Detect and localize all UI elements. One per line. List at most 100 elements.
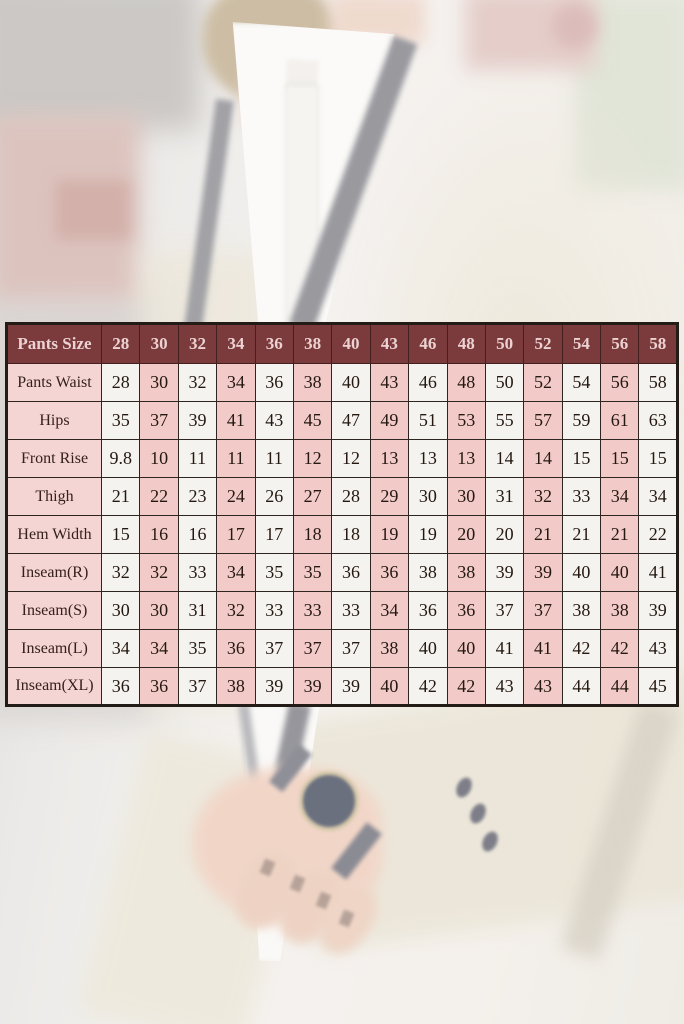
value-cell: 32 <box>139 553 179 592</box>
value-cell: 29 <box>369 477 410 516</box>
value-cell: 36 <box>216 629 256 668</box>
value-cell: 34 <box>638 477 678 516</box>
value-cell: 38 <box>369 629 410 668</box>
value-cell: 16 <box>139 515 179 554</box>
value-cell: 39 <box>292 667 333 706</box>
row-label-cell: Inseam(XL) <box>6 667 102 706</box>
value-cell: 32 <box>216 591 256 630</box>
header-size-cell: 48 <box>446 323 486 364</box>
header-size-cell: 34 <box>216 323 256 364</box>
value-cell: 51 <box>408 401 448 440</box>
value-cell: 27 <box>292 477 333 516</box>
value-cell: 18 <box>331 515 371 554</box>
value-cell: 40 <box>331 363 371 402</box>
row-label-cell: Front Rise <box>6 439 102 478</box>
value-cell: 39 <box>331 667 371 706</box>
value-cell: 40 <box>446 629 486 668</box>
row-label-cell: Inseam(L) <box>6 629 102 668</box>
pants-size-chart-table: Pants Size 28 30 32 34 36 38 40 43 46 48 50 52 54 56 58… <box>5 322 679 707</box>
value-cell: 14 <box>484 439 525 478</box>
value-cell: 30 <box>100 591 141 630</box>
value-cell: 40 <box>600 553 640 592</box>
value-cell: 38 <box>216 667 256 706</box>
background-red-sign <box>55 180 130 240</box>
value-cell: 33 <box>292 591 333 630</box>
value-cell: 20 <box>446 515 486 554</box>
value-cell: 37 <box>331 629 371 668</box>
value-cell: 12 <box>292 439 333 478</box>
table-row: Hips 35 37 39 41 43 45 47 49 51 53 55 57 59 61 63 <box>6 401 678 440</box>
value-cell: 35 <box>254 553 294 592</box>
value-cell: 44 <box>600 667 640 706</box>
value-cell: 33 <box>177 553 218 592</box>
value-cell: 42 <box>561 629 602 668</box>
value-cell: 36 <box>408 591 448 630</box>
value-cell: 36 <box>254 363 294 402</box>
value-cell: 11 <box>254 439 294 478</box>
header-size-cell: 30 <box>139 323 179 364</box>
value-cell: 12 <box>331 439 371 478</box>
row-label-cell: Thigh <box>6 477 102 516</box>
table-row: Hem Width 15 16 16 17 17 18 18 19 19 20 20 21 21 21 22 <box>6 515 678 554</box>
value-cell: 38 <box>408 553 448 592</box>
value-cell: 17 <box>254 515 294 554</box>
value-cell: 36 <box>331 553 371 592</box>
value-cell: 35 <box>100 401 141 440</box>
value-cell: 49 <box>369 401 410 440</box>
value-cell: 19 <box>408 515 448 554</box>
value-cell: 38 <box>600 591 640 630</box>
row-label-cell: Inseam(S) <box>6 591 102 630</box>
value-cell: 42 <box>600 629 640 668</box>
value-cell: 52 <box>523 363 563 402</box>
table-row: Inseam(S) 30 30 31 32 33 33 33 34 36 36 37 37 38 38 39 <box>6 591 678 630</box>
table-row: Pants Waist 28 30 32 34 36 38 40 43 46 48 50 52 54 56 5… <box>6 363 678 402</box>
value-cell: 43 <box>523 667 563 706</box>
value-cell: 39 <box>177 401 218 440</box>
value-cell: 33 <box>561 477 602 516</box>
header-size-cell: 28 <box>100 323 141 364</box>
value-cell: 20 <box>484 515 525 554</box>
header-size-cell: 36 <box>254 323 294 364</box>
value-cell: 33 <box>331 591 371 630</box>
value-cell: 32 <box>523 477 563 516</box>
value-cell: 31 <box>177 591 218 630</box>
value-cell: 63 <box>638 401 678 440</box>
value-cell: 37 <box>177 667 218 706</box>
row-label-cell: Hips <box>6 401 102 440</box>
header-size-cell: 54 <box>561 323 602 364</box>
row-label-cell: Inseam(R) <box>6 553 102 592</box>
value-cell: 44 <box>561 667 602 706</box>
table-row: Inseam(L) 34 34 35 36 37 37 37 38 40 40 41 41 42 42 43 <box>6 629 678 668</box>
value-cell: 39 <box>638 591 678 630</box>
table-row: Front Rise 9.8 10 11 11 11 12 12 13 13 13 14 14 15 15 1… <box>6 439 678 478</box>
value-cell: 23 <box>177 477 218 516</box>
header-size-cell: 43 <box>369 323 410 364</box>
value-cell: 35 <box>292 553 333 592</box>
value-cell: 32 <box>177 363 218 402</box>
header-size-cell: 32 <box>177 323 218 364</box>
value-cell: 35 <box>177 629 218 668</box>
value-cell: 41 <box>216 401 256 440</box>
value-cell: 42 <box>446 667 486 706</box>
value-cell: 21 <box>561 515 602 554</box>
value-cell: 58 <box>638 363 678 402</box>
value-cell: 38 <box>561 591 602 630</box>
value-cell: 55 <box>484 401 525 440</box>
value-cell: 15 <box>100 515 141 554</box>
value-cell: 36 <box>139 667 179 706</box>
value-cell: 22 <box>139 477 179 516</box>
row-label-cell: Hem Width <box>6 515 102 554</box>
value-cell: 13 <box>446 439 486 478</box>
header-title-cell: Pants Size <box>6 323 102 364</box>
value-cell: 47 <box>331 401 371 440</box>
value-cell: 34 <box>216 553 256 592</box>
value-cell: 45 <box>638 667 678 706</box>
value-cell: 39 <box>484 553 525 592</box>
value-cell: 26 <box>254 477 294 516</box>
header-size-cell: 56 <box>600 323 640 364</box>
value-cell: 50 <box>484 363 525 402</box>
value-cell: 37 <box>139 401 179 440</box>
value-cell: 45 <box>292 401 333 440</box>
value-cell: 61 <box>600 401 640 440</box>
